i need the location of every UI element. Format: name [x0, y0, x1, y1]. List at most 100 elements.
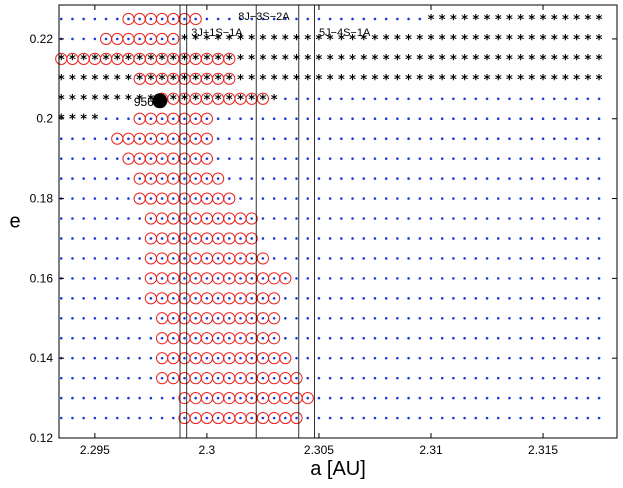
grid-point [250, 336, 254, 340]
grid-point [127, 356, 130, 360]
grid-point [59, 237, 63, 240]
star-marker: * [225, 73, 233, 88]
circle-marker [212, 172, 225, 185]
star-marker: * [203, 33, 211, 48]
grid-point [228, 376, 231, 380]
grid-point [418, 177, 422, 180]
grid-point [485, 336, 489, 340]
grid-point [205, 336, 209, 340]
grid-point [59, 157, 63, 160]
star-marker: * [416, 73, 424, 88]
grid-point [407, 376, 410, 380]
grid-point [429, 297, 433, 300]
grid-point [452, 157, 455, 160]
star-marker: * [192, 33, 200, 48]
grid-point [306, 237, 310, 240]
grid-point [104, 316, 108, 320]
star-marker: * [125, 73, 133, 88]
circle-marker [268, 332, 281, 345]
grid-point [328, 217, 332, 220]
grid-point [463, 297, 466, 300]
grid-point [373, 396, 377, 400]
grid-point [205, 316, 209, 320]
grid-point [485, 177, 489, 180]
grid-point [171, 157, 175, 160]
grid-point [407, 316, 410, 320]
grid-point [440, 177, 444, 180]
star-marker: * [270, 73, 278, 88]
star-marker: * [427, 73, 435, 88]
star-marker: * [573, 73, 581, 88]
grid-point [82, 297, 85, 300]
star-marker: * [91, 93, 99, 108]
grid-point [272, 17, 276, 21]
grid-point [552, 177, 556, 180]
grid-point [194, 197, 197, 200]
grid-point [306, 336, 310, 340]
grid-point [71, 217, 74, 220]
grid-point [115, 117, 119, 121]
grid-point [384, 257, 388, 260]
resonance-lines-layer: 3J+1S−1A 8J−3S−2A 5J−4S−1A [179, 5, 371, 438]
grid-point [149, 316, 153, 320]
grid-point [418, 316, 422, 320]
grid-point [452, 277, 455, 280]
grid-point [597, 316, 601, 320]
x-tick-label: 2.3 [199, 443, 216, 457]
grid-point [407, 356, 410, 360]
grid-point [485, 157, 489, 160]
grid-point [82, 396, 85, 400]
grid-point [183, 117, 186, 121]
star-marker: * [472, 53, 480, 68]
grid-point [552, 336, 556, 340]
grid-point [306, 316, 310, 320]
grid-point [261, 376, 265, 380]
circle-marker [189, 12, 202, 26]
star-marker: * [147, 73, 155, 88]
star-marker: * [405, 73, 413, 88]
grid-point [239, 356, 242, 360]
grid-point [597, 416, 601, 420]
grid-point [239, 137, 242, 140]
star-marker: * [562, 53, 570, 68]
grid-point [171, 396, 175, 400]
grid-point [440, 137, 444, 140]
star-marker: * [494, 33, 502, 48]
star-marker: * [371, 73, 379, 88]
grid-point [552, 277, 556, 280]
grid-point [194, 177, 197, 180]
grid-point [59, 336, 63, 340]
grid-point [384, 97, 388, 101]
grid-point [586, 197, 590, 200]
star-marker: * [169, 53, 177, 68]
grid-point [474, 177, 478, 180]
grid-point [183, 257, 186, 260]
grid-point [496, 297, 500, 300]
grid-point [418, 336, 422, 340]
star-marker: * [237, 93, 245, 108]
grid-point [519, 137, 522, 140]
grid-point [396, 316, 399, 320]
grid-point [340, 117, 343, 121]
grid-point [138, 37, 141, 41]
grid-point [239, 376, 242, 380]
grid-point [519, 316, 522, 320]
grid-point [160, 356, 164, 360]
grid-point [351, 237, 354, 240]
grid-point [373, 376, 377, 380]
grid-point [183, 177, 186, 180]
grid-point [149, 137, 153, 140]
grid-point [82, 37, 85, 41]
grid-point [485, 237, 489, 240]
grid-point [160, 117, 164, 121]
star-marker: * [214, 33, 222, 48]
grid-point [295, 336, 298, 340]
circle-marker [256, 252, 270, 265]
grid-point [171, 416, 175, 420]
grid-point [149, 217, 153, 220]
grid-point [541, 297, 545, 300]
grid-point [59, 257, 63, 260]
grid-point [194, 356, 197, 360]
grid-point [317, 356, 321, 360]
grid-point [306, 356, 310, 360]
